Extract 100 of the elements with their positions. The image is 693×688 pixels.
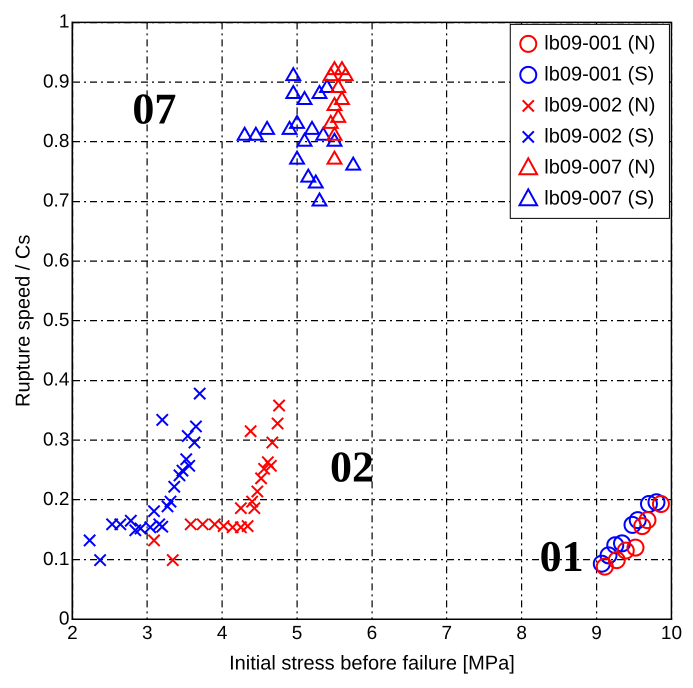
legend-label: lb09-001 (N) — [544, 32, 656, 54]
point — [266, 436, 279, 450]
y-tick-label: 0.7 — [42, 190, 70, 212]
point — [330, 79, 346, 94]
y-axis-title: Rupture speed / Cs — [12, 234, 35, 407]
point — [285, 85, 302, 100]
y-tick-label: 0.4 — [42, 370, 70, 391]
point — [285, 67, 302, 82]
point — [147, 534, 161, 548]
legend-label: lb09-007 (S) — [544, 187, 654, 210]
point — [264, 459, 278, 472]
point — [304, 120, 320, 135]
point — [189, 420, 203, 434]
point — [334, 61, 350, 76]
y-tick-label: 0.9 — [42, 71, 70, 92]
point — [166, 553, 180, 567]
point — [326, 126, 342, 141]
y-tick-label: 0.6 — [42, 250, 70, 272]
point — [338, 67, 354, 82]
x-tick-label: 3 — [142, 622, 153, 644]
point — [226, 520, 240, 534]
point — [156, 520, 169, 534]
x-axis-title: Initial stress before failure [MPa] — [229, 652, 515, 675]
point — [160, 500, 174, 514]
point — [245, 494, 259, 508]
point — [182, 459, 196, 472]
point — [312, 85, 328, 100]
x-tick-label: 6 — [366, 622, 378, 644]
point — [312, 192, 328, 206]
point — [93, 553, 107, 567]
x-tick-label: 10 — [660, 622, 682, 644]
point — [240, 519, 254, 533]
point — [326, 96, 342, 111]
point — [250, 484, 264, 498]
point — [652, 495, 670, 514]
point — [289, 114, 305, 129]
point — [647, 493, 666, 512]
point — [616, 542, 635, 560]
point — [217, 519, 230, 533]
point — [606, 536, 624, 554]
point — [134, 522, 148, 536]
y-tick-label: 1 — [58, 12, 70, 33]
point — [633, 517, 652, 536]
point — [282, 120, 298, 135]
point — [152, 518, 166, 531]
point — [144, 520, 157, 534]
point — [608, 551, 626, 570]
point — [334, 90, 350, 105]
point — [248, 126, 264, 141]
point — [296, 132, 312, 147]
point — [234, 502, 248, 515]
annotation: 01 — [540, 532, 584, 581]
point — [105, 518, 119, 531]
y-tick-label: 0 — [58, 608, 70, 630]
point — [196, 518, 210, 531]
point — [244, 424, 258, 438]
point — [208, 518, 222, 531]
point — [326, 150, 342, 165]
legend-label: lb09-007 (N) — [544, 156, 656, 178]
y-tick-label: 0.2 — [42, 489, 70, 510]
point — [326, 132, 342, 147]
point — [613, 534, 632, 552]
point — [259, 120, 276, 135]
point — [248, 502, 262, 515]
point — [188, 436, 202, 450]
x-tick-label: 2 — [67, 622, 78, 644]
legend-label: lb09-001 (S) — [544, 63, 654, 86]
point — [270, 416, 284, 430]
point — [272, 398, 286, 412]
y-tick-label: 0.5 — [42, 310, 70, 332]
point — [156, 413, 169, 427]
y-tick-label: 0.1 — [42, 548, 70, 570]
y-tick-label: 0.3 — [42, 429, 70, 450]
legend-label: lb09-002 (N) — [544, 94, 656, 116]
annotation: 07 — [132, 84, 176, 134]
x-tick-label: 9 — [591, 622, 602, 644]
point — [193, 386, 206, 400]
point — [168, 480, 181, 494]
point — [596, 558, 614, 576]
point — [114, 518, 127, 531]
point — [628, 511, 647, 530]
point — [330, 108, 346, 123]
y-tick-label: 0.8 — [42, 130, 70, 152]
point — [640, 495, 658, 514]
x-tick-label: 5 — [292, 622, 302, 644]
point — [626, 538, 644, 557]
point — [345, 156, 362, 171]
point — [124, 514, 138, 528]
point — [234, 520, 248, 534]
annotation: 02 — [330, 442, 374, 492]
point — [322, 114, 339, 129]
legend-label: lb09-002 (S) — [544, 125, 654, 148]
point — [184, 518, 198, 531]
point — [300, 168, 316, 183]
point — [236, 126, 253, 141]
point — [289, 150, 305, 165]
x-tick-label: 8 — [516, 622, 527, 644]
point — [322, 67, 339, 82]
point — [308, 174, 324, 189]
point — [181, 429, 194, 443]
